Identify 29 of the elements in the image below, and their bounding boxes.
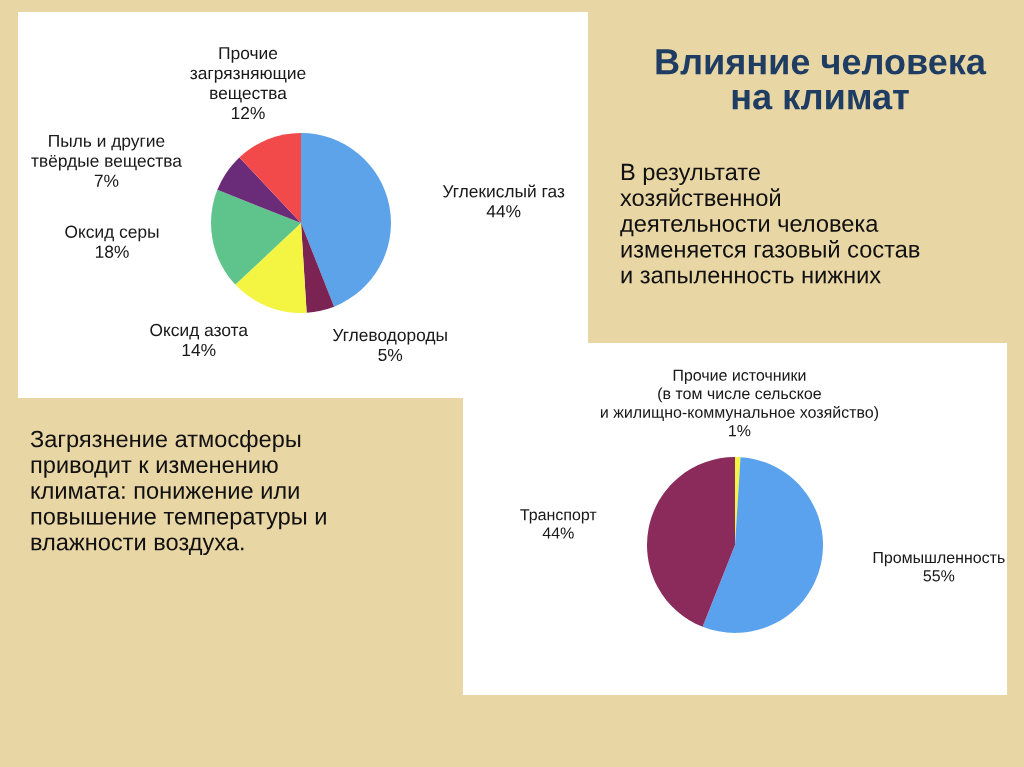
text: Влияние человека на климат: [656, 49, 987, 110]
data-label: 44%: [486, 205, 521, 218]
data-label: 18%: [95, 245, 129, 258]
data-label: 5%: [378, 348, 403, 362]
text: В результате хозяйственной деятельности человека изменяется газовый состав и запыленность нижних: [620, 163, 920, 284]
data-label: 14%: [182, 343, 216, 357]
data-label: 44%: [542, 527, 574, 539]
slice-label: Оксид серы: [65, 225, 159, 242]
pie-slice: [235, 223, 307, 313]
slice-label: Прочие загрязняющие вещества: [190, 47, 306, 103]
pie-slice: [217, 157, 301, 223]
pie-slice: [702, 457, 823, 633]
data-label: 1%: [729, 425, 751, 437]
slice-label: Пыль и другие твёрдые вещества: [31, 134, 182, 171]
data-label: 55%: [923, 570, 955, 582]
pie-slice: [301, 223, 335, 313]
slice-label: Промышленность: [873, 552, 1005, 567]
data-label: 12%: [231, 106, 265, 120]
slice-label: Углеводороды: [332, 329, 447, 345]
pie-slice: [647, 457, 735, 627]
pie-slice: [211, 189, 301, 285]
slice-label: Оксид азота: [150, 323, 248, 340]
slice-label: Углекислый газ: [442, 184, 565, 198]
pie-slice: [301, 133, 391, 307]
text: Загрязнение атмосферы приводит к изменению климата: понижение или повышение температуры и влажности воздуха.: [30, 430, 326, 556]
slice-label: Прочие источники (в том числе сельское и жилищно-коммунальное хозяйство): [600, 369, 878, 422]
slice-label: Транспорт: [520, 509, 597, 524]
pie-slice: [239, 133, 301, 223]
data-label: 7%: [94, 174, 119, 187]
